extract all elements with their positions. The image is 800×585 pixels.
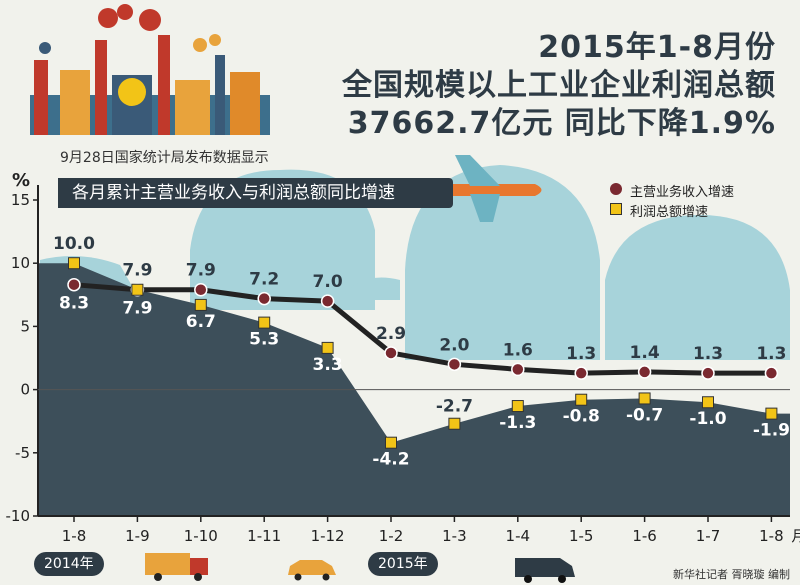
- profit-data-label: -1.0: [689, 409, 726, 429]
- revenue-point: [257, 291, 271, 306]
- profit-data-label: -0.7: [626, 405, 663, 425]
- profit-point: [321, 341, 334, 354]
- profit-data-label: -0.8: [563, 407, 600, 427]
- y-axis-unit: %: [12, 170, 31, 191]
- revenue-point: [701, 366, 715, 380]
- revenue-point: [447, 357, 462, 372]
- revenue-data-label: 1.4: [630, 343, 660, 363]
- title-line-3: 37662.7亿元 同比下降1.9%: [347, 106, 776, 141]
- profit-data-label: -1.3: [499, 413, 536, 433]
- truck-icon: [145, 553, 208, 581]
- revenue-point: [67, 277, 81, 292]
- profit-point: [68, 257, 80, 270]
- revenue-point: [320, 294, 335, 308]
- subtitle: 9月28日国家统计局发布数据显示: [60, 150, 269, 166]
- profit-point: [131, 283, 144, 296]
- year-tag-2015: 2015年: [368, 552, 438, 576]
- profit-point: [511, 400, 524, 413]
- revenue-data-label: 1.3: [693, 344, 723, 364]
- title-line-2: 全国规模以上工业企业利润总额: [342, 68, 776, 103]
- chart-title-banner: 各月累计主营业务收入与利润总额同比增速: [58, 178, 453, 208]
- x-tick-label: 1-2: [379, 527, 404, 545]
- x-tick-label: 1-4: [506, 527, 531, 545]
- x-tick-label: 1-3: [442, 527, 467, 545]
- revenue-data-label: 1.3: [756, 344, 786, 364]
- airplane-icon: [445, 155, 542, 222]
- x-tick-label: 1-12: [311, 527, 345, 545]
- title-line-1: 2015年1-8月份: [538, 30, 776, 65]
- profit-data-label: 7.9: [122, 261, 152, 281]
- profit-data-label: 6.7: [186, 312, 216, 332]
- revenue-data-label: 8.3: [59, 294, 89, 314]
- profit-area: [38, 263, 790, 516]
- x-tick-label: 1-7: [696, 527, 721, 545]
- revenue-data-label: 1.6: [503, 340, 533, 360]
- profit-data-label: 5.3: [249, 330, 279, 350]
- factory-illustration: [30, 4, 270, 135]
- y-tick-label: 10: [11, 254, 30, 272]
- x-tick-label: 1-8: [759, 527, 784, 545]
- profit-point: [702, 396, 714, 409]
- car-icon: [288, 560, 336, 581]
- revenue-line: [73, 282, 772, 376]
- revenue-data-label: 7.9: [122, 299, 152, 319]
- y-tick-label: 5: [20, 317, 30, 335]
- x-tick-label: 1-10: [184, 527, 218, 545]
- y-tick-label: -10: [6, 507, 31, 525]
- profit-data-label: 10.0: [53, 234, 95, 254]
- revenue-point: [764, 366, 779, 380]
- x-tick-label: 1-5: [569, 527, 594, 545]
- profit-point: [765, 407, 778, 420]
- square-marker-icon: [610, 203, 622, 215]
- profit-point: [258, 316, 271, 329]
- profit-point: [638, 392, 651, 405]
- x-tick-label: 1-9: [125, 527, 150, 545]
- profit-point: [194, 298, 207, 311]
- revenue-data-label: 7.9: [186, 261, 216, 281]
- revenue-data-label: 7.0: [313, 272, 343, 292]
- x-tick-label: 1-11: [247, 527, 281, 545]
- legend-label-revenue: 主营业务收入增速: [630, 185, 735, 200]
- year-tag-2014: 2014年: [34, 552, 104, 576]
- x-tick-label: 1-8: [62, 527, 87, 545]
- revenue-point: [194, 282, 208, 297]
- profit-data-label: -1.9: [753, 421, 790, 441]
- profit-data-label: 3.3: [313, 355, 343, 375]
- x-tick-label: 1-6: [632, 527, 657, 545]
- van-icon: [515, 558, 575, 583]
- revenue-point: [574, 366, 588, 380]
- profit-data-label: -4.2: [372, 450, 409, 470]
- plot-area: 15 10 5 0 -5 -10 1-8 1-9 1-10 1-11 1-12 1-2 1-3 1-4 1-…: [6, 185, 800, 545]
- x-axis-unit: 月: [791, 527, 800, 545]
- revenue-data-label: 1.3: [566, 344, 596, 364]
- credit-line: 新华社记者 胥晓璇 编制: [673, 568, 790, 581]
- revenue-point: [637, 365, 652, 379]
- revenue-data-label: 2.0: [439, 335, 469, 355]
- profit-data-label: -2.7: [436, 397, 473, 417]
- profit-point: [448, 417, 461, 430]
- circle-marker-icon: [610, 183, 622, 195]
- y-tick-label: -5: [15, 444, 30, 462]
- y-tick-label: 15: [11, 191, 30, 209]
- legend-label-profit: 利润总额增速: [630, 205, 709, 220]
- revenue-point: [384, 346, 398, 360]
- revenue-data-label: 7.2: [249, 270, 279, 290]
- revenue-data-label: 2.9: [376, 324, 406, 344]
- y-tick-label: 0: [20, 381, 30, 399]
- profit-point: [575, 393, 588, 406]
- revenue-point: [511, 362, 525, 377]
- profit-point: [385, 436, 397, 449]
